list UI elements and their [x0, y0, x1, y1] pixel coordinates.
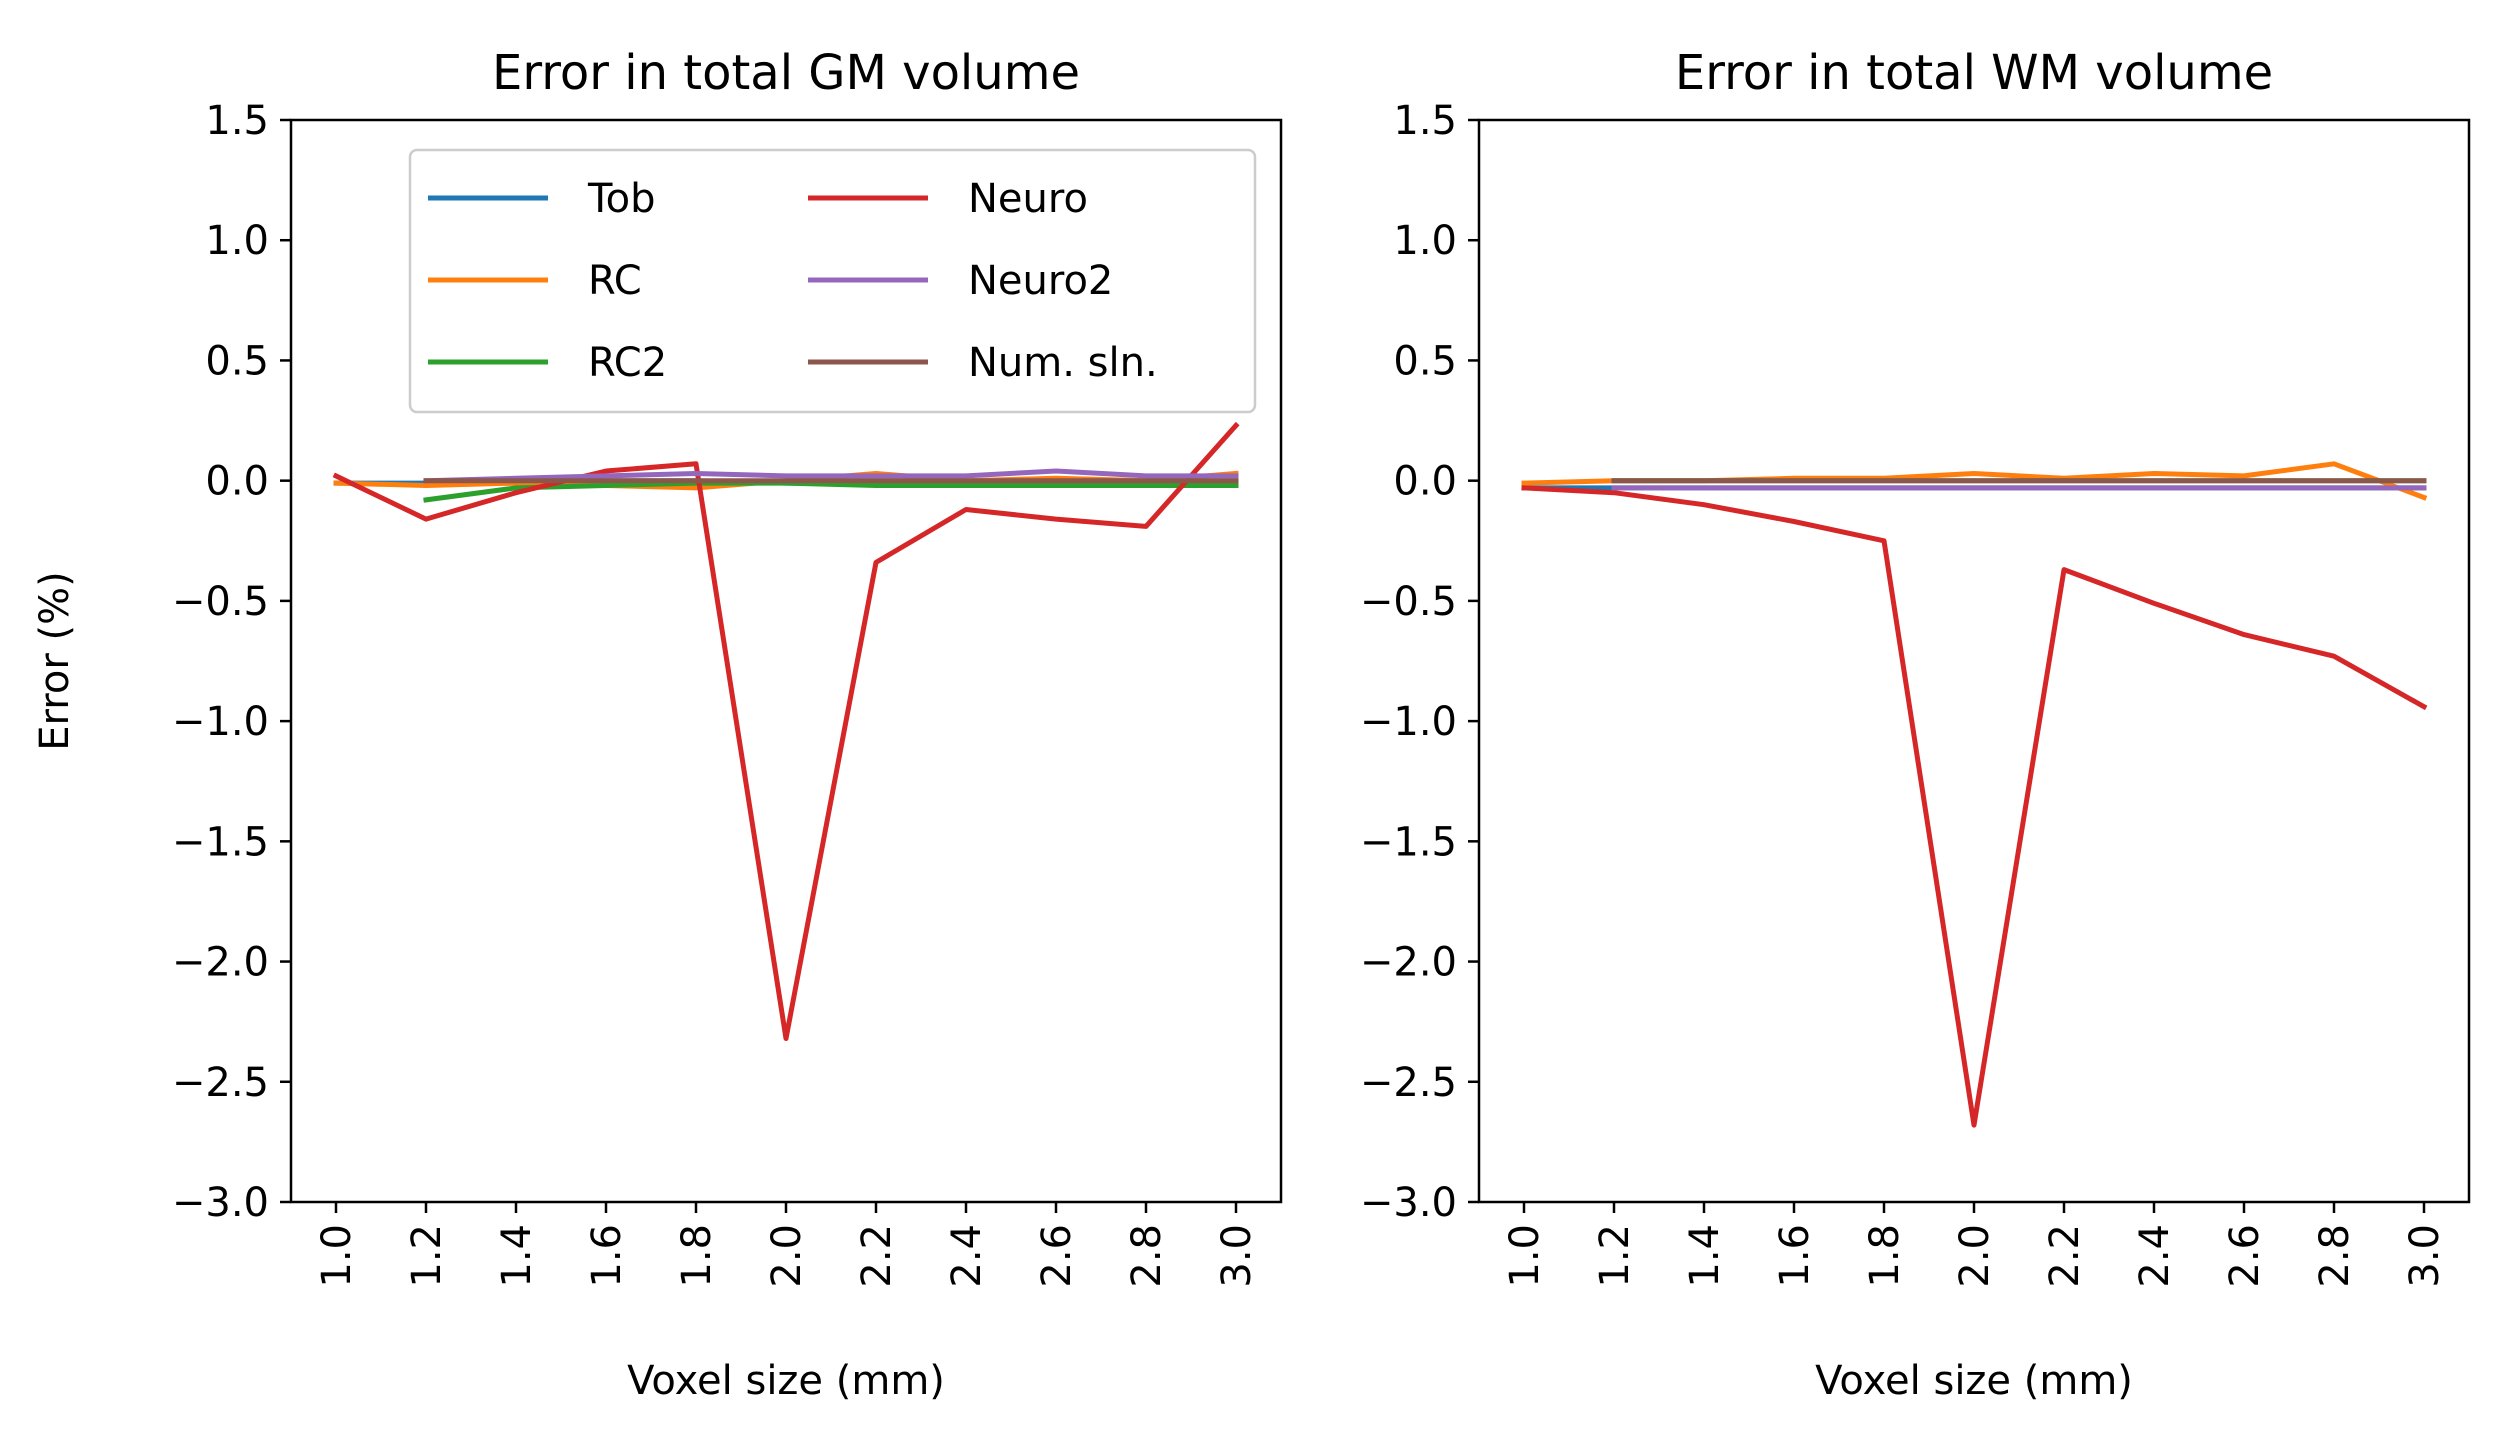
gm-x-tick-label: 3.0 — [1214, 1224, 1260, 1288]
gm-y-axis-label: Error (%) — [32, 571, 78, 750]
legend-label-tob: Tob — [587, 176, 656, 222]
gm-x-tick-label: 1.4 — [494, 1224, 540, 1288]
gm-x-tick-label: 1.0 — [314, 1224, 360, 1288]
gm-y-tick-label: −0.5 — [172, 579, 269, 625]
wm-x-tick-label: 2.8 — [2312, 1224, 2358, 1288]
wm-y-tick-label: −1.0 — [1360, 699, 1457, 745]
gm-x-tick-label: 2.4 — [944, 1224, 990, 1288]
gm-line-neuro — [332, 421, 1240, 1041]
wm-x-tick-label: 1.6 — [1772, 1224, 1818, 1288]
wm-y-tick-label: −2.0 — [1360, 940, 1457, 986]
gm-y-tick-label: −1.0 — [172, 699, 269, 745]
gm-y-tick-label: 1.5 — [205, 98, 269, 144]
gm-volume-panel: 1.5 1.0 0.5 0.0 −0.5 −1.0 −1.5 −2.0 −2.5 −3.0 1.0 1… — [32, 45, 1283, 1404]
wm-x-tick-label: 2.4 — [2132, 1224, 2178, 1288]
gm-x-tick-label: 2.6 — [1034, 1224, 1080, 1288]
wm-x-axis-label: Voxel size (mm) — [1815, 1358, 2133, 1404]
wm-x-tick-label: 1.8 — [1862, 1224, 1908, 1288]
wm-y-tick-label: 0.5 — [1393, 338, 1457, 384]
gm-y-tick-label: 0.0 — [205, 459, 269, 505]
gm-x-axis-label: Voxel size (mm) — [627, 1358, 945, 1404]
legend-label-rc2: RC2 — [588, 340, 667, 386]
wm-x-tick-label: 1.4 — [1682, 1224, 1728, 1288]
wm-y-tick-label: 0.0 — [1393, 459, 1457, 505]
gm-x-tick-label: 1.2 — [404, 1224, 450, 1288]
wm-series-lines — [1521, 461, 2428, 1128]
gm-y-tick-label: 0.5 — [205, 338, 269, 384]
gm-x-tick-label: 2.0 — [764, 1224, 810, 1288]
wm-axes-frame — [1477, 118, 2471, 1204]
gm-chart-title: Error in total GM volume — [492, 45, 1080, 101]
gm-y-tick-label: 1.0 — [205, 218, 269, 264]
wm-chart-title: Error in total WM volume — [1675, 45, 2273, 101]
wm-y-tick-label: 1.5 — [1393, 98, 1457, 144]
legend-label-neuro: Neuro — [968, 176, 1088, 222]
wm-y-tick-label: −3.0 — [1360, 1180, 1457, 1226]
gm-line-neuro2 — [423, 468, 1239, 484]
wm-y-tick-label: −1.5 — [1360, 819, 1457, 865]
wm-x-tick-label: 3.0 — [2402, 1224, 2448, 1288]
gm-x-tick-label: 1.6 — [584, 1224, 630, 1288]
gm-x-tick-label: 2.8 — [1124, 1224, 1170, 1288]
gm-y-tick-label: −2.5 — [172, 1060, 269, 1106]
wm-x-tick-label: 2.2 — [2042, 1224, 2088, 1288]
wm-x-tick-label: 2.6 — [2222, 1224, 2268, 1288]
gm-y-tick-label: −1.5 — [172, 819, 269, 865]
gm-x-tick-label: 2.2 — [854, 1224, 900, 1288]
wm-x-tick-label: 2.0 — [1952, 1224, 1998, 1288]
gm-y-tick-label: −2.0 — [172, 940, 269, 986]
gm-line-rc2 — [423, 480, 1239, 503]
wm-line-neuro — [1521, 485, 2428, 1128]
legend-label-num-sln: Num. sln. — [968, 340, 1158, 386]
gm-legend: Tob RC RC2 Neuro Neuro2 Num. sln. — [408, 148, 1257, 414]
wm-y-tick-label: 1.0 — [1393, 218, 1457, 264]
wm-volume-panel: 1.5 1.0 0.5 0.0 −0.5 −1.0 −1.5 −2.0 −2.5 −3.0 1.0 1… — [1360, 45, 2471, 1404]
legend-label-rc: RC — [588, 258, 642, 304]
gm-x-tick-label: 1.8 — [674, 1224, 720, 1288]
wm-x-tick-label: 1.0 — [1502, 1224, 1548, 1288]
wm-y-tick-label: −0.5 — [1360, 579, 1457, 625]
gm-series-lines — [332, 421, 1240, 1041]
wm-y-tick-label: −2.5 — [1360, 1060, 1457, 1106]
gm-y-tick-label: −3.0 — [172, 1180, 269, 1226]
wm-x-tick-label: 1.2 — [1592, 1224, 1638, 1288]
legend-label-neuro2: Neuro2 — [968, 258, 1113, 304]
